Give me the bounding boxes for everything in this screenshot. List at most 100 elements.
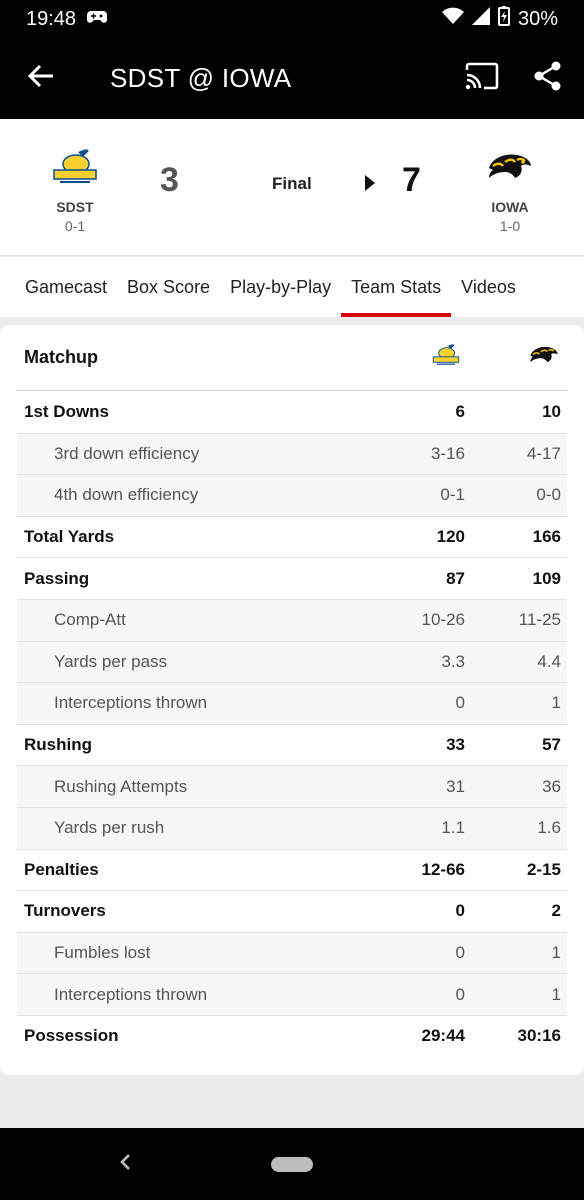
stat-home-value: 30:16 <box>517 1026 561 1046</box>
stat-label: Interceptions thrown <box>54 693 208 713</box>
stat-away-value: 1.1 <box>441 818 465 838</box>
stat-label: Fumbles lost <box>54 943 151 963</box>
status-bar: 19:48 30% <box>0 0 584 38</box>
stat-row: 1st Downs 6 10 <box>17 391 567 433</box>
stat-row: Passing 87 109 <box>17 557 567 599</box>
stat-away-value: 3.3 <box>441 651 465 671</box>
stat-home-value: 1.6 <box>537 818 561 838</box>
chevron-left-icon <box>118 1154 132 1176</box>
stat-label: 3rd down efficiency <box>54 443 200 463</box>
away-team[interactable]: SDST 0-1 <box>25 143 125 234</box>
stat-label: Penalties <box>24 859 99 879</box>
stat-row: 3rd down efficiency 3-16 4-17 <box>17 432 567 475</box>
matchup-header: Matchup <box>17 325 567 391</box>
stat-row: Turnovers 0 2 <box>17 890 567 932</box>
stat-label: Possession <box>24 1026 119 1046</box>
nav-back-button[interactable] <box>118 1152 132 1177</box>
wifi-icon <box>441 7 464 31</box>
home-team-record: 1-0 <box>499 218 521 234</box>
stat-label: Interceptions thrown <box>54 984 208 1004</box>
stat-label: Yards per pass <box>54 651 168 671</box>
cast-button[interactable] <box>452 38 512 119</box>
stat-away-value: 87 <box>446 568 465 588</box>
winner-arrow-icon <box>364 174 376 197</box>
tab-box-score[interactable]: Box Score <box>127 276 211 297</box>
stat-away-value: 0 <box>455 901 465 921</box>
stat-away-value: 3-16 <box>430 443 465 463</box>
stat-label: Passing <box>24 568 90 588</box>
stat-row: Comp-Att 10-26 11-25 <box>17 598 567 641</box>
stat-row: Yards per pass 3.3 4.4 <box>17 640 567 683</box>
stat-label: 1st Downs <box>24 401 110 421</box>
stat-home-value: 109 <box>532 568 561 588</box>
stat-label: Rushing Attempts <box>54 776 188 796</box>
game-status: Final <box>272 174 312 193</box>
status-time: 19:48 <box>26 7 77 30</box>
stat-home-value: 1 <box>551 984 561 1004</box>
system-nav-bar <box>0 1128 584 1200</box>
stat-away-value: 6 <box>455 401 465 421</box>
battery-icon <box>497 6 510 32</box>
nav-home-pill[interactable] <box>271 1157 313 1172</box>
stat-away-value: 0 <box>455 943 465 963</box>
stat-row: Total Yards 120 166 <box>17 515 567 558</box>
stat-home-value: 1 <box>551 943 561 963</box>
stat-away-value: 31 <box>446 776 465 796</box>
home-team-abbr: IOWA <box>491 199 529 215</box>
stat-row: Rushing Attempts 31 36 <box>17 765 567 807</box>
stat-home-value: 36 <box>542 776 561 796</box>
stat-row: Yards per rush 1.1 1.6 <box>17 806 567 849</box>
stat-label: Rushing <box>24 735 92 755</box>
stat-home-value: 2-15 <box>526 859 561 879</box>
stat-away-value: 29:44 <box>421 1026 465 1046</box>
stat-label: Turnovers <box>24 901 106 921</box>
game-controller-icon <box>86 8 108 31</box>
stat-label: Total Yards <box>24 527 115 547</box>
stat-row: Possession 29:44 30:16 <box>17 1014 567 1057</box>
stat-label: 4th down efficiency <box>54 485 199 505</box>
home-team[interactable]: IOWA 1-0 <box>460 143 560 234</box>
tab-bar: Gamecast Box Score Play-by-Play Team Sta… <box>0 257 584 317</box>
tab-play-by-play[interactable]: Play-by-Play <box>230 276 332 297</box>
stat-away-value: 12-66 <box>421 859 465 879</box>
stat-away-value: 0 <box>455 984 465 1004</box>
home-score: 7 <box>402 161 421 199</box>
stat-row: Interceptions thrown 0 1 <box>17 973 567 1015</box>
jackrabbits-logo-icon <box>432 343 460 372</box>
share-button[interactable] <box>512 38 584 119</box>
stat-row: Rushing 33 57 <box>17 723 567 766</box>
arrow-back-icon <box>27 64 54 93</box>
stat-home-value: 1 <box>551 693 561 713</box>
tab-gamecast[interactable]: Gamecast <box>25 276 108 297</box>
battery-level: 30% <box>517 7 558 30</box>
stats-table: 1st Downs 6 1 0 3rd down efficiency 3-16 4-17 4… <box>17 391 567 1057</box>
jackrabbits-logo-icon <box>25 143 125 191</box>
stat-away-value: 0 <box>455 693 465 713</box>
stat-away-value: 33 <box>446 735 465 755</box>
page-title: SDST @ IOWA <box>110 63 292 93</box>
tab-videos[interactable]: Videos <box>461 276 516 297</box>
share-icon <box>534 61 562 96</box>
stat-home-value: 166 <box>532 527 561 547</box>
stat-away-value: 120 <box>436 527 465 547</box>
back-button[interactable] <box>0 38 82 119</box>
stat-row: Fumbles lost 0 1 <box>17 931 567 974</box>
stat-row: Interceptions thrown 0 1 <box>17 682 567 724</box>
matchup-card: Matchup 1st Downs 6 10 3rd down efficiency 3… <box>0 325 584 1075</box>
stat-row: 4th down efficiency 0-1 0-0 <box>17 474 567 516</box>
app-bar: SDST @ IOWA <box>0 38 584 119</box>
stat-away-value: 10-26 <box>421 610 465 630</box>
stat-home-value: 2 <box>551 901 561 921</box>
tab-team-stats[interactable]: Team Stats <box>341 257 452 317</box>
stat-home-value: 4-17 <box>526 443 561 463</box>
stat-away-value: 0-1 <box>440 485 465 505</box>
stat-label: Yards per rush <box>54 818 165 838</box>
stat-home-value: 4.4 <box>537 651 561 671</box>
stat-home-value: 0-0 <box>536 485 561 505</box>
stat-home-value: 11-25 <box>518 610 561 630</box>
hawkeye-logo-icon <box>460 143 560 191</box>
away-team-record: 0-1 <box>64 218 86 234</box>
away-team-abbr: SDST <box>56 199 94 215</box>
stat-home-value: 57 <box>542 735 561 755</box>
hawkeye-logo-icon <box>529 345 559 370</box>
